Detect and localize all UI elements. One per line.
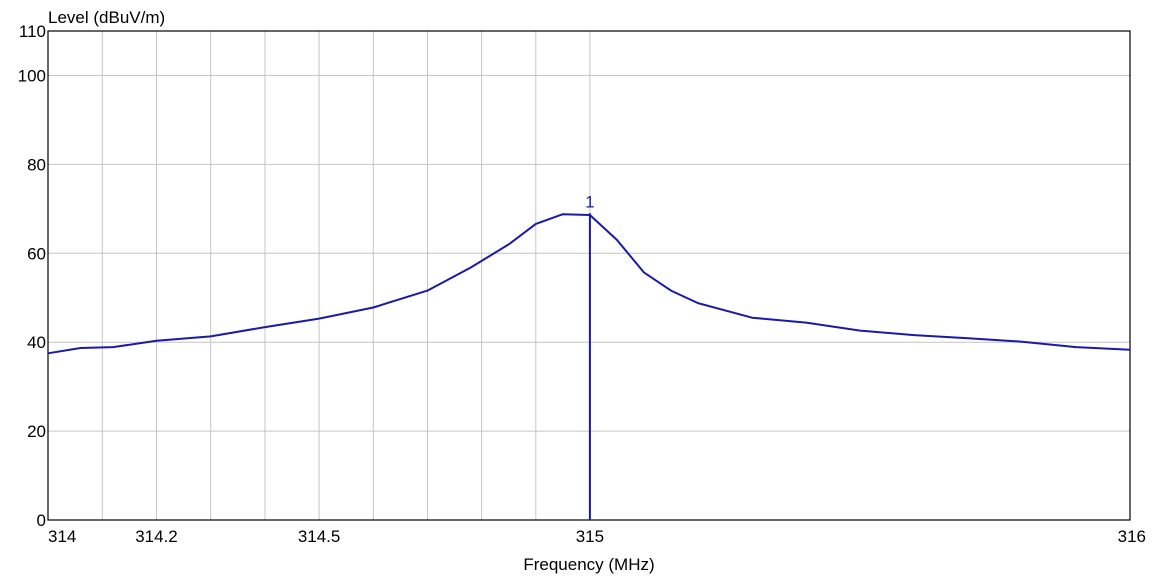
x-tick-label: 314 [48,527,76,546]
x-tick-label: 315 [576,527,604,546]
y-tick-labels: 0 20 40 60 80 100 110 [18,22,46,530]
y-axis-title: Level (dBuV/m) [48,8,165,27]
y-tick-label: 20 [27,422,46,441]
x-tick-labels: 314 314.2 314.5 315 316 [48,527,1146,546]
series [47,213,1131,355]
y-tick-label: 40 [27,333,46,352]
x-axis-title: Frequency (MHz) [523,555,654,574]
marker-label: 1 [585,192,594,211]
x-tick-label: 314.2 [135,527,178,546]
x-tick-label: 316 [1118,527,1146,546]
y-tick-label: 80 [27,155,46,174]
y-tick-label: 60 [27,244,46,263]
y-tick-label: 0 [37,511,46,530]
x-tick-label: 314.5 [298,527,341,546]
y-tick-label: 110 [19,22,46,41]
series-line [47,213,1131,355]
markers: 1 [585,192,595,520]
y-tick-label: 100 [18,67,46,86]
